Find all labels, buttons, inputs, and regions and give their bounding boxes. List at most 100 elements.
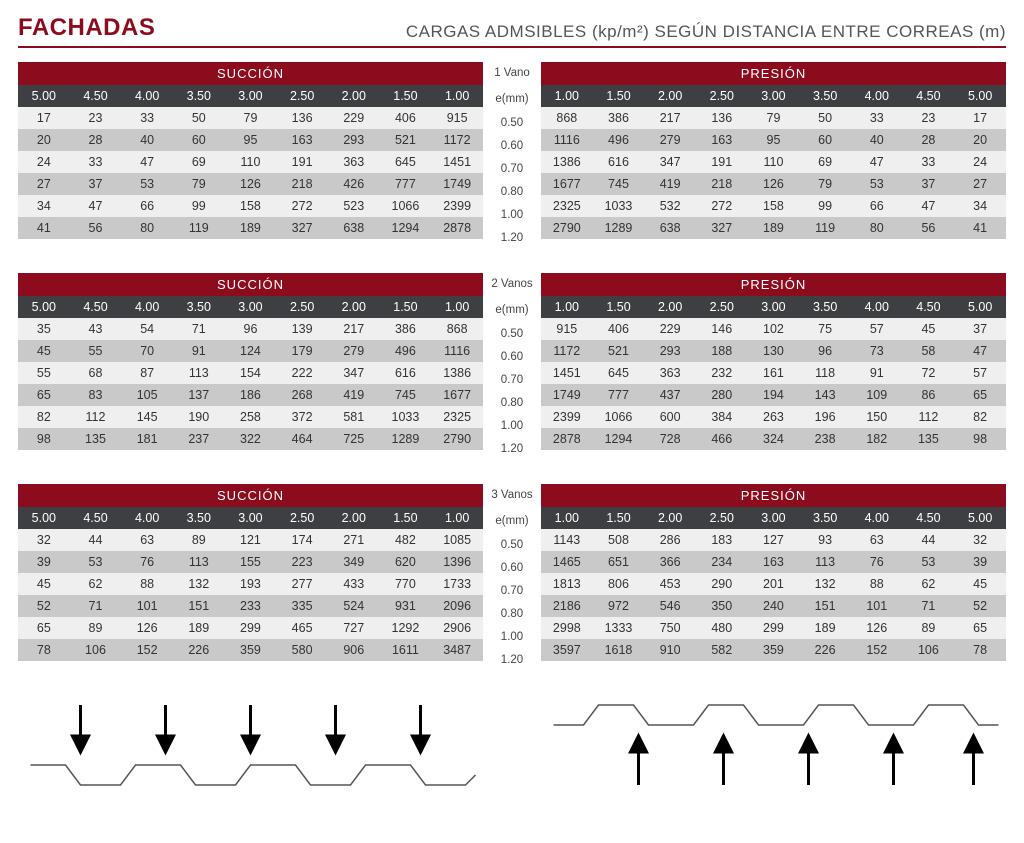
table-cell: 453 <box>644 573 696 595</box>
table-cell: 91 <box>173 340 225 362</box>
table-cell: 2906 <box>431 617 483 639</box>
table-cell: 132 <box>799 573 851 595</box>
table-cell: 372 <box>276 406 328 428</box>
table-cell: 464 <box>276 428 328 450</box>
table-cell: 600 <box>644 406 696 428</box>
table-row: 1813806453290201132886245 <box>541 573 1006 595</box>
table-cell: 419 <box>328 384 380 406</box>
table-cell: 189 <box>225 217 277 239</box>
table-title: SUCCIÓN <box>18 62 483 85</box>
table-cell: 54 <box>121 318 173 340</box>
section: SUCCIÓN5.004.504.003.503.002.502.001.501… <box>18 273 1006 466</box>
table-cell: 1143 <box>541 529 593 551</box>
table-cell: 65 <box>18 384 70 406</box>
table-cell: 145 <box>121 406 173 428</box>
table-cell: 258 <box>225 406 277 428</box>
table-cell: 32 <box>18 529 70 551</box>
col-header: 3.00 <box>225 85 277 107</box>
table-cell: 1294 <box>593 428 645 450</box>
table-cell: 280 <box>696 384 748 406</box>
mid-column: 3 Vanose(mm)0.500.600.700.801.001.20 <box>483 484 541 677</box>
table-cell: 63 <box>121 529 173 551</box>
col-header: 1.50 <box>380 85 432 107</box>
table-cell: 75 <box>799 318 851 340</box>
table-cell: 50 <box>799 107 851 129</box>
table-cell: 99 <box>173 195 225 217</box>
table-cell: 40 <box>121 129 173 151</box>
table-cell: 143 <box>799 384 851 406</box>
thickness-value: 0.80 <box>483 186 541 209</box>
table-cell: 419 <box>644 173 696 195</box>
table-cell: 135 <box>903 428 955 450</box>
table-cell: 24 <box>18 151 70 173</box>
table-cell: 1172 <box>541 340 593 362</box>
col-header: 1.50 <box>593 85 645 107</box>
table-cell: 47 <box>70 195 122 217</box>
thickness-value: 1.00 <box>483 420 541 443</box>
thickness-value: 1.20 <box>483 443 541 466</box>
table-cell: 60 <box>173 129 225 151</box>
table-cell: 1292 <box>380 617 432 639</box>
table-cell: 45 <box>18 573 70 595</box>
table-cell: 359 <box>748 639 800 661</box>
table-row: 167774541921812679533727 <box>541 173 1006 195</box>
thickness-value: 0.70 <box>483 374 541 397</box>
table-cell: 1465 <box>541 551 593 573</box>
table-cell: 60 <box>799 129 851 151</box>
table-cell: 201 <box>748 573 800 595</box>
table-cell: 62 <box>70 573 122 595</box>
table-cell: 524 <box>328 595 380 617</box>
table-cell: 53 <box>903 551 955 573</box>
table-cell: 155 <box>225 551 277 573</box>
table-cell: 113 <box>799 551 851 573</box>
thickness-value: 0.60 <box>483 562 541 585</box>
col-header: 2.50 <box>696 85 748 107</box>
col-header: 5.00 <box>954 85 1006 107</box>
table-cell: 106 <box>903 639 955 661</box>
table-cell: 327 <box>276 217 328 239</box>
table-cell: 34 <box>18 195 70 217</box>
table-title: SUCCIÓN <box>18 484 483 507</box>
col-header: 4.00 <box>121 507 173 529</box>
table-cell: 28 <box>903 129 955 151</box>
pressure-diagram <box>541 695 1006 795</box>
col-header: 3.00 <box>748 296 800 318</box>
table-cell: 71 <box>70 595 122 617</box>
table-cell: 57 <box>851 318 903 340</box>
table-cell: 23 <box>70 107 122 129</box>
table-cell: 37 <box>70 173 122 195</box>
table-cell: 728 <box>644 428 696 450</box>
table-cell: 151 <box>799 595 851 617</box>
table-cell: 62 <box>903 573 955 595</box>
table-cell: 293 <box>328 129 380 151</box>
table-cell: 137 <box>173 384 225 406</box>
table-cell: 47 <box>121 151 173 173</box>
col-header: 4.50 <box>903 507 955 529</box>
table-cell: 1116 <box>431 340 483 362</box>
table-cell: 163 <box>276 129 328 151</box>
col-header: 1.50 <box>380 507 432 529</box>
table-row: 8683862171367950332317 <box>541 107 1006 129</box>
table-cell: 363 <box>644 362 696 384</box>
thickness-value: 0.50 <box>483 117 541 140</box>
data-table: PRESIÓN1.001.502.002.503.003.504.004.505… <box>541 62 1006 255</box>
table-cell: 66 <box>851 195 903 217</box>
table-cell: 69 <box>799 151 851 173</box>
table-cell: 17 <box>18 107 70 129</box>
thickness-value: 0.50 <box>483 539 541 562</box>
table-cell: 582 <box>696 639 748 661</box>
table-cell: 27 <box>18 173 70 195</box>
col-header: 5.00 <box>954 296 1006 318</box>
table-row: 114350828618312793634432 <box>541 529 1006 551</box>
suction-diagram <box>18 695 483 795</box>
table-title: PRESIÓN <box>541 62 1006 85</box>
table-cell: 2096 <box>431 595 483 617</box>
table-cell: 183 <box>696 529 748 551</box>
col-header: 4.50 <box>70 296 122 318</box>
table-cell: 279 <box>644 129 696 151</box>
table-row: 273753791262184267771749 <box>18 173 483 195</box>
table-cell: 146 <box>696 318 748 340</box>
table-cell: 69 <box>173 151 225 173</box>
table-cell: 127 <box>748 529 800 551</box>
table-cell: 80 <box>121 217 173 239</box>
